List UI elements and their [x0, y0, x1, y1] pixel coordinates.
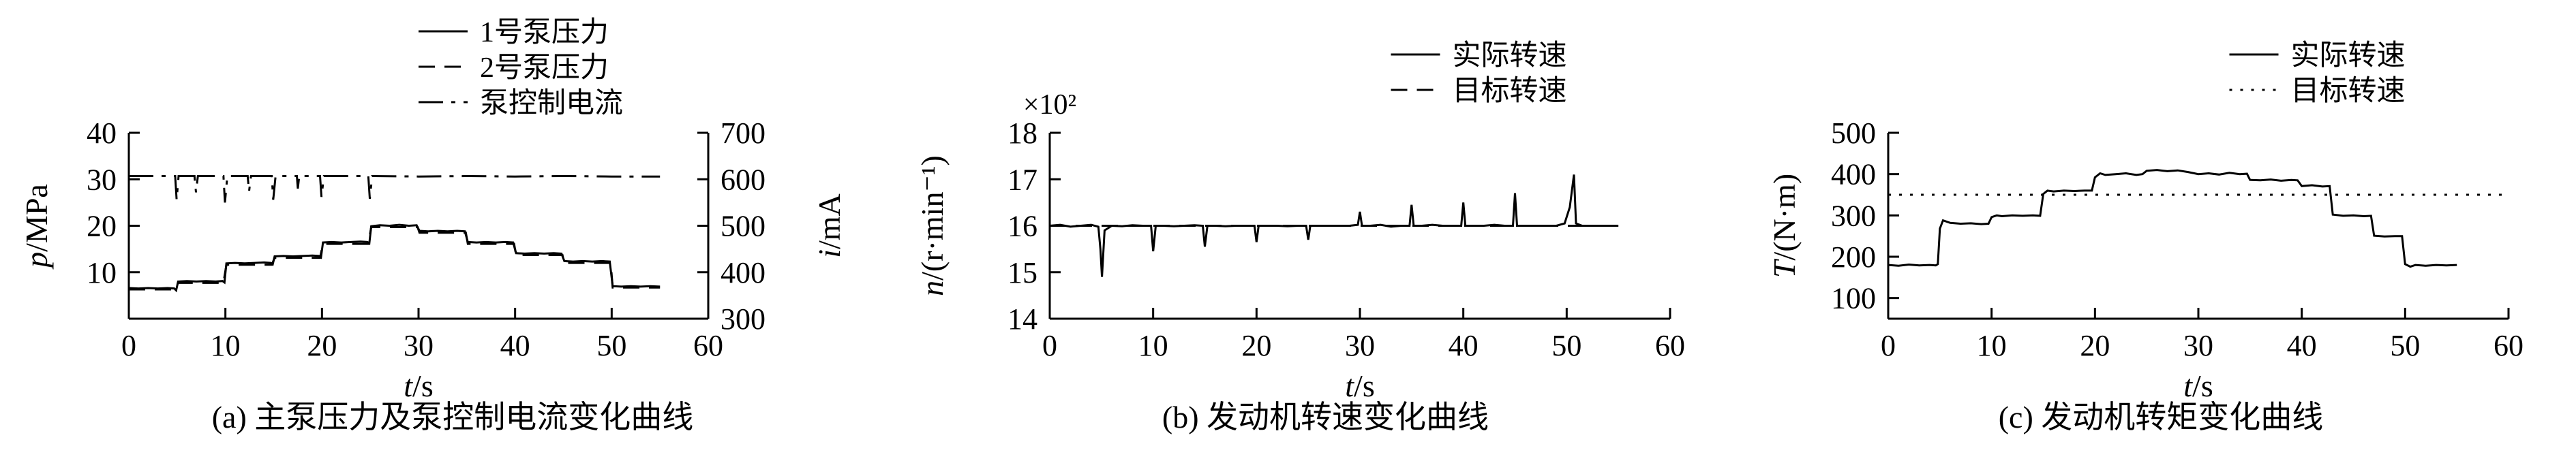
x-tick-label: 0 [121, 329, 136, 362]
legend-label: 目标转速 [1452, 76, 1566, 107]
y-tick-label: 17 [1007, 163, 1037, 196]
series-solid-line [128, 223, 661, 293]
legend-label: 泵控制电流 [480, 88, 623, 119]
x-tick-label: 50 [2390, 329, 2420, 362]
x-tick-label: 40 [1448, 329, 1478, 362]
x-tick-label: 0 [1881, 329, 1896, 362]
series-solid-line [1888, 169, 2457, 268]
x-tick-label: 0 [1042, 329, 1057, 362]
x-tick-label: 30 [2183, 329, 2213, 362]
y2-tick-label: 600 [721, 163, 766, 196]
series-solid-line [1049, 174, 1618, 277]
chart-b-plot: 0 10 20 30 40 50 60 14 15 16 17 18 t/s n/(r·min⁻¹) ×10… [915, 39, 1685, 403]
x-tick-label: 40 [2287, 329, 2317, 362]
chart-a-plot: 0 10 20 30 40 50 60 10 20 30 40 300 400 500 600 700 t/s p… [19, 17, 847, 403]
chart-b: 0 10 20 30 40 50 60 14 15 16 17 18 t/s n/(r·min⁻¹) ×10… [903, 7, 1748, 435]
chart-c-plot: 0 10 20 30 40 50 60 100 200 300 400 500 t/s T/(N·m) 实际… [1767, 39, 2524, 403]
y-tick-label: 10 [87, 256, 117, 289]
legend-label: 1号泵压力 [480, 17, 609, 48]
y2-tick-label: 700 [721, 116, 766, 150]
x-tick-label: 60 [693, 329, 723, 362]
figure-row: 0 10 20 30 40 50 60 10 20 30 40 300 400 500 600 700 t/s p… [10, 7, 2566, 435]
y-axis-label: p/MPa [19, 184, 54, 270]
x-tick-label: 10 [211, 329, 241, 362]
y-tick-label: 18 [1007, 116, 1037, 150]
x-tick-label: 10 [1138, 329, 1168, 362]
y-tick-label: 300 [1831, 199, 1876, 232]
x-tick-label: 20 [307, 329, 337, 362]
x-tick-label: 10 [1977, 329, 2007, 362]
x-tick-label: 30 [1345, 329, 1375, 362]
series-dashed-line [129, 226, 661, 291]
x-axis-label: t/s [1345, 368, 1374, 403]
y-axis-label: n/(r·min⁻¹) [915, 155, 950, 296]
legend-label: 实际转速 [1452, 39, 1566, 72]
y-tick-label: 500 [1831, 116, 1876, 150]
y-tick-label: 200 [1831, 240, 1876, 274]
legend-label: 实际转速 [2291, 39, 2406, 72]
y-tick-label: 20 [87, 210, 117, 243]
chart-c-caption: (c) 发动机转矩变化曲线 [1998, 400, 2324, 434]
y2-tick-label: 500 [721, 210, 766, 243]
x-tick-label: 60 [2494, 329, 2524, 362]
series-dashdot-line [129, 174, 661, 203]
x-axis-label: t/s [2183, 368, 2213, 403]
y-tick-label: 30 [87, 163, 117, 196]
chart-a: 0 10 20 30 40 50 60 10 20 30 40 300 400 500 600 700 t/s p… [10, 7, 896, 435]
x-tick-label: 40 [500, 329, 530, 362]
y-tick-label: 40 [87, 116, 117, 150]
y-tick-label: 14 [1007, 302, 1037, 336]
x-tick-label: 20 [2080, 329, 2110, 362]
x-tick-label: 30 [404, 329, 434, 362]
x-axis-label: t/s [404, 368, 433, 403]
x-tick-label: 50 [1551, 329, 1581, 362]
legend-label: 2号泵压力 [480, 52, 609, 84]
legend-label: 目标转速 [2291, 76, 2406, 107]
x-tick-label: 20 [1241, 329, 1271, 362]
y2-axis-label: i/mA [812, 193, 847, 258]
y-tick-label: 15 [1007, 256, 1037, 289]
y2-tick-label: 300 [721, 302, 766, 336]
chart-c: 0 10 20 30 40 50 60 100 200 300 400 500 t/s T/(N·m) 实际… [1755, 7, 2566, 435]
y-axis-label: T/(N·m) [1767, 174, 1802, 278]
y-axis-multiplier: ×10² [1022, 89, 1076, 121]
y2-tick-label: 400 [721, 256, 766, 289]
x-tick-label: 60 [1655, 329, 1685, 362]
chart-a-caption: (a) 主泵压力及泵控制电流变化曲线 [211, 400, 694, 434]
y-tick-label: 16 [1007, 210, 1037, 243]
y-tick-label: 400 [1831, 158, 1876, 191]
chart-b-caption: (b) 发动机转速变化曲线 [1162, 400, 1489, 434]
y-tick-label: 100 [1831, 282, 1876, 315]
x-tick-label: 50 [596, 329, 626, 362]
